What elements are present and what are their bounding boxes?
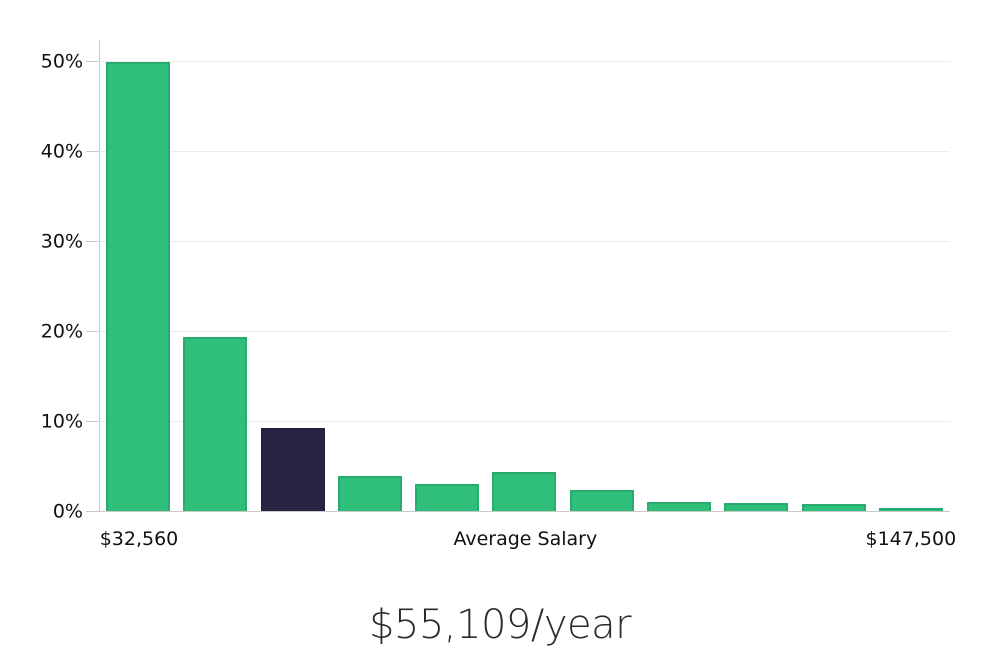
bar-series [99,62,950,512]
gridline-0 [99,511,950,512]
gridline-30 [99,241,950,242]
gridline-50 [99,61,950,62]
gridline-10 [99,421,950,422]
bar [878,507,943,512]
y-tick-label-20: 20% [40,320,83,343]
x-label-min-salary: $32,560 [99,528,179,550]
y-tick-label-30: 30% [40,230,83,253]
x-label-max-salary: $147,500 [865,528,957,550]
gridline-20 [99,331,950,332]
bar [647,502,712,512]
y-tick-mark [86,61,99,62]
bar [415,484,480,512]
y-tick-label-40: 40% [40,140,83,163]
gridline-40 [99,151,950,152]
y-axis-line [99,40,100,512]
y-tick-mark [86,421,99,422]
y-tick-mark [86,511,99,512]
y-tick-label-50: 50% [40,50,83,73]
bar [183,336,248,512]
average-salary-value-title: $55,109/year [368,602,632,648]
bar-highlighted [260,428,325,512]
bar [106,62,170,512]
bar [569,490,634,512]
y-tick-label-0: 0% [52,500,83,523]
bar [724,503,789,512]
bar [801,503,866,512]
bar [492,471,557,512]
y-tick-mark [86,241,99,242]
y-tick-mark [86,151,99,152]
bar [337,476,402,512]
x-axis-labels: $32,560 Average Salary $147,500 [99,528,956,552]
y-tick-mark [86,331,99,332]
plot-area: 0% 10% 20% 30% 40% 50% $32,560 Average Salary… [41,40,956,550]
x-label-average-salary: Average Salary [453,528,598,550]
y-tick-label-10: 10% [40,410,83,433]
